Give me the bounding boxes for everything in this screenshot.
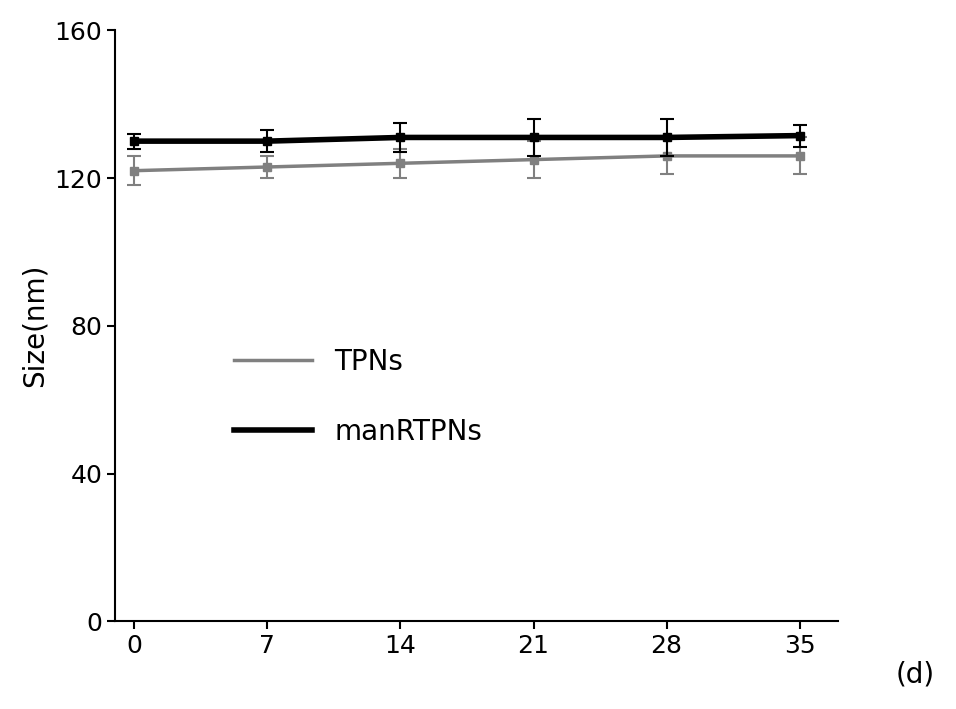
Legend: TPNs, manRTPNs: TPNs, manRTPNs: [223, 337, 493, 457]
Y-axis label: Size(nm): Size(nm): [21, 264, 49, 388]
Text: (d): (d): [896, 660, 935, 688]
